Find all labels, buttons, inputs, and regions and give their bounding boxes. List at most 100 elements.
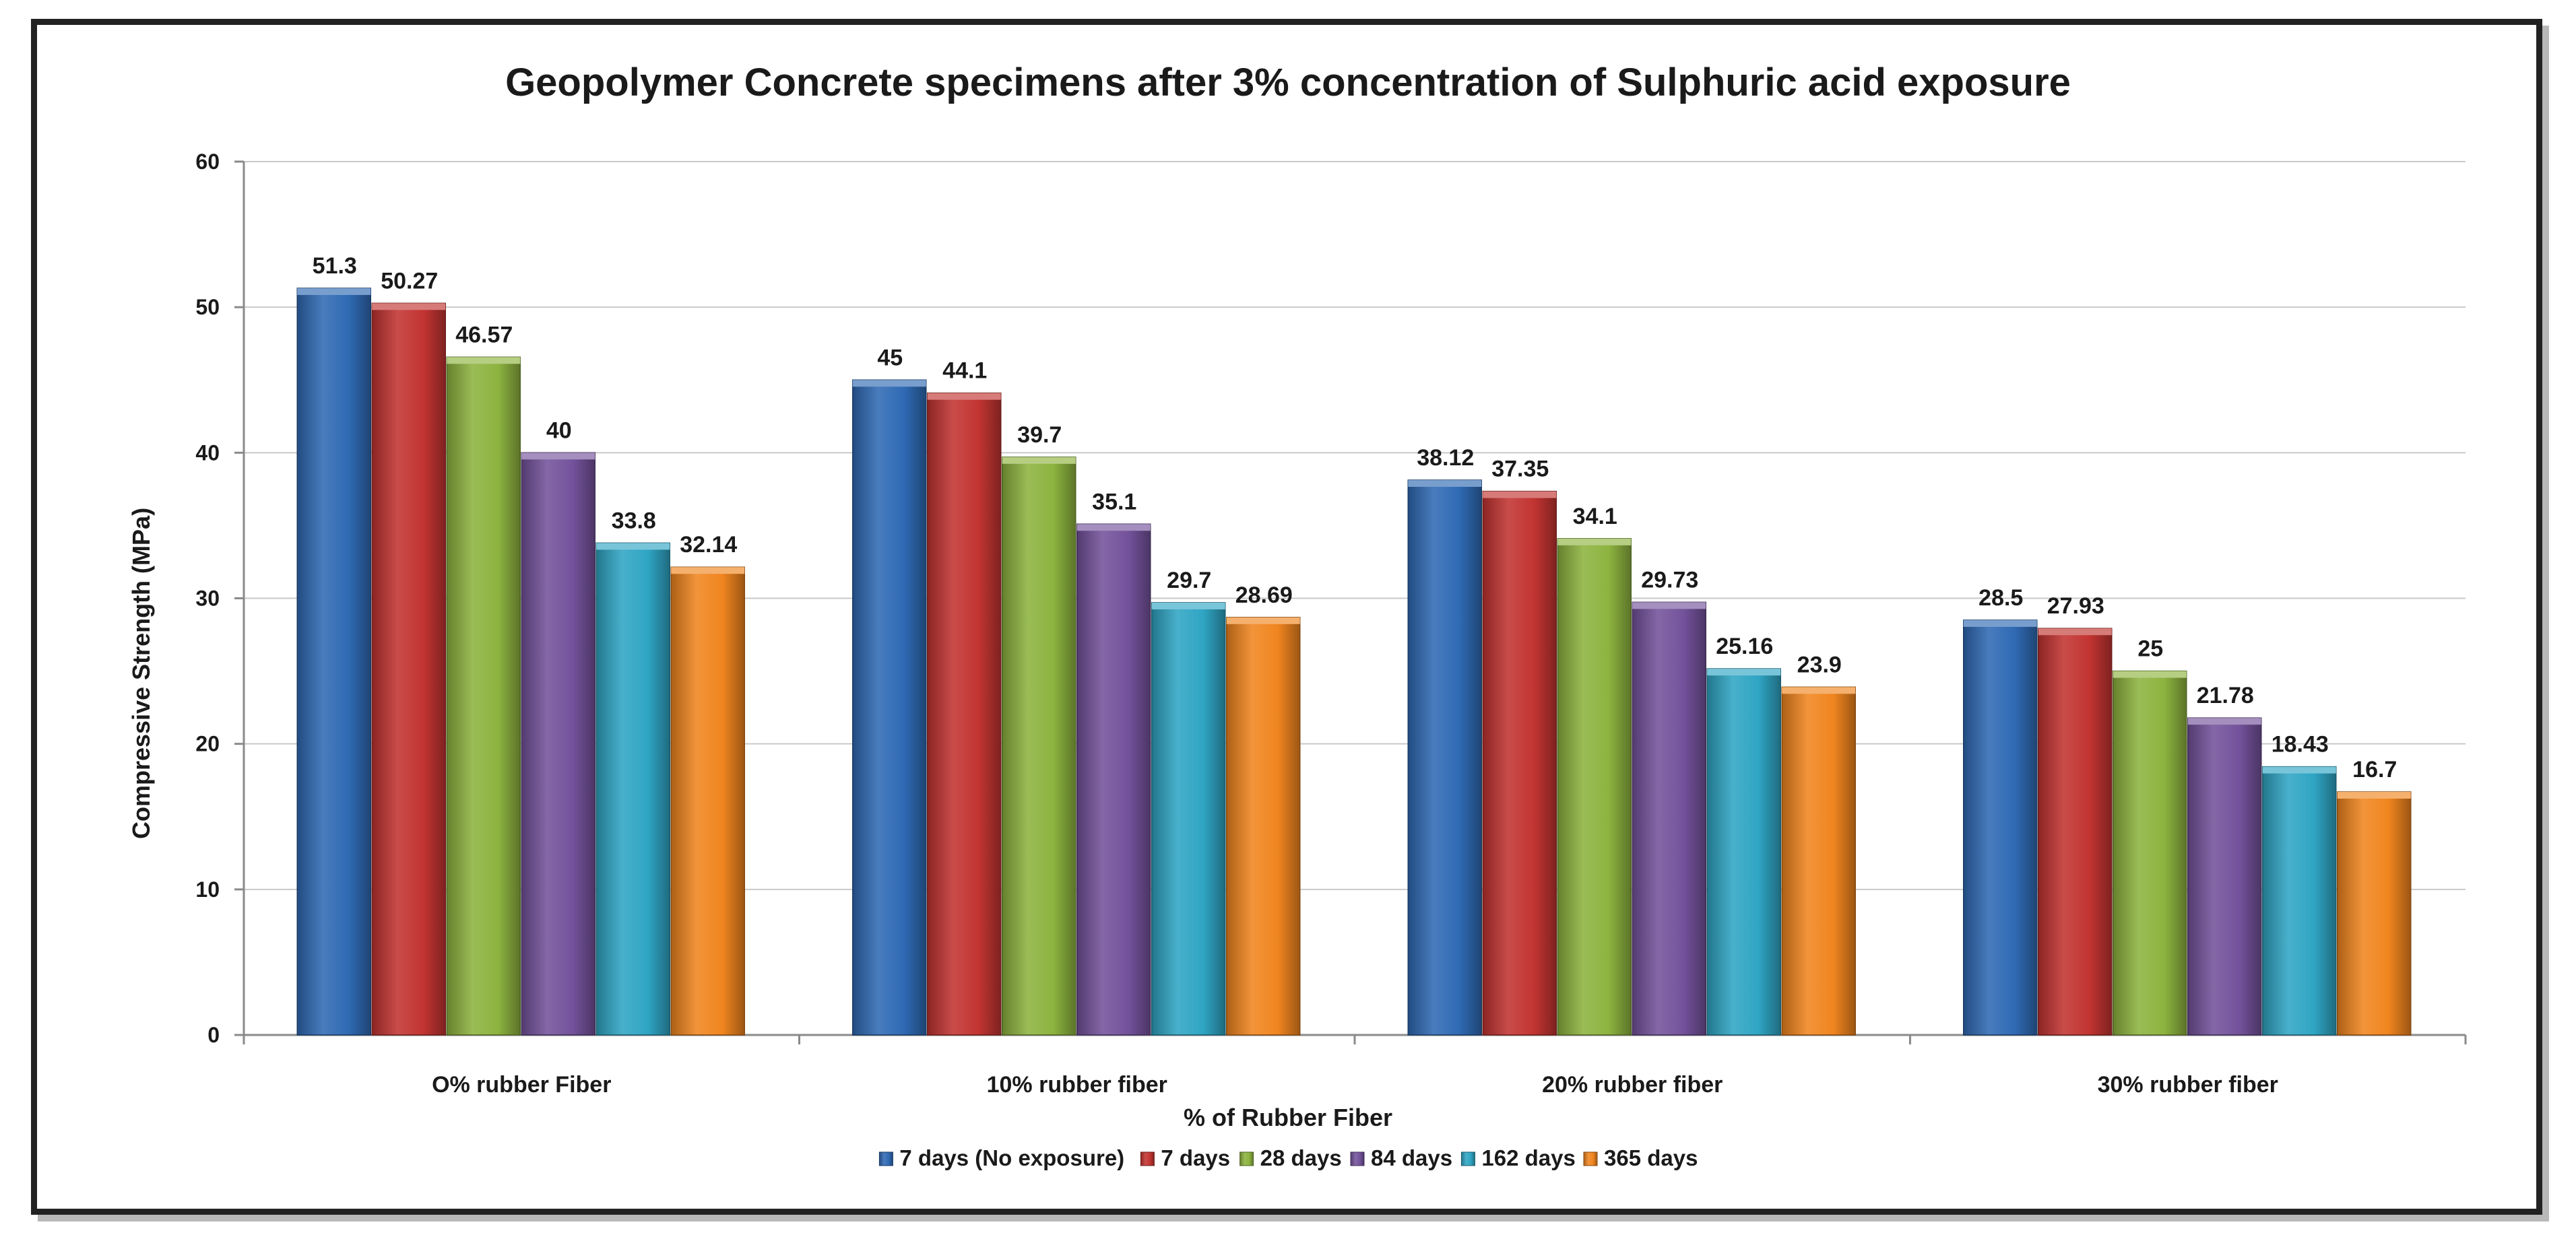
bar bbox=[2113, 670, 2187, 1036]
x-category-label: 10% rubber fiber bbox=[987, 1072, 1167, 1098]
bar-top-highlight bbox=[521, 453, 595, 460]
data-label: 50.27 bbox=[381, 268, 438, 294]
y-tick-label: 20 bbox=[195, 732, 220, 756]
data-label: 16.7 bbox=[2352, 757, 2397, 782]
data-label: 37.35 bbox=[1491, 457, 1549, 482]
data-labels: 51.3 50.27 46.57 40 33.8 32.14 45 44.1 39.7 35.1 2… bbox=[313, 253, 2397, 782]
legend-item: 84 days bbox=[1350, 1145, 1452, 1170]
bar-top-highlight bbox=[671, 567, 745, 574]
data-label: 35.1 bbox=[1092, 489, 1136, 514]
y-tick-label: 0 bbox=[207, 1023, 220, 1047]
legend-swatch bbox=[1350, 1151, 1365, 1166]
bar-top-highlight bbox=[1002, 457, 1076, 464]
bar bbox=[1407, 479, 1482, 1036]
bar bbox=[1557, 538, 1632, 1036]
bar-series bbox=[296, 288, 2412, 1036]
bar-top-highlight bbox=[1557, 538, 1632, 545]
legend-label: 28 days bbox=[1260, 1145, 1342, 1170]
bar-top-highlight bbox=[1151, 602, 1225, 609]
bar bbox=[927, 392, 1002, 1036]
bar bbox=[670, 566, 745, 1036]
bar-top-highlight bbox=[596, 543, 670, 550]
bar-top-highlight bbox=[1963, 620, 2037, 627]
bar-top-highlight bbox=[372, 303, 446, 310]
bar bbox=[1226, 617, 1301, 1036]
legend-label: 84 days bbox=[1371, 1145, 1452, 1170]
bar bbox=[595, 542, 670, 1036]
y-axis-ticks: 0 10 20 30 40 50 60 bbox=[195, 149, 244, 1047]
data-label: 28.5 bbox=[1978, 585, 2023, 611]
legend-swatch bbox=[878, 1151, 893, 1166]
data-label: 25 bbox=[2137, 636, 2163, 662]
bar bbox=[1781, 686, 1856, 1036]
bar-top-highlight bbox=[1632, 602, 1706, 609]
bar bbox=[1151, 602, 1226, 1036]
bar-top-highlight bbox=[2038, 628, 2112, 636]
bar-top-highlight bbox=[1226, 617, 1300, 624]
y-tick-label: 40 bbox=[195, 440, 220, 465]
bar bbox=[852, 379, 927, 1036]
data-label: 39.7 bbox=[1017, 422, 1062, 448]
bar bbox=[1482, 490, 1557, 1036]
data-label: 18.43 bbox=[2272, 732, 2329, 758]
bar bbox=[446, 356, 521, 1036]
y-tick-label: 30 bbox=[195, 587, 220, 611]
data-label: 28.69 bbox=[1235, 582, 1293, 608]
legend-item: 7 days bbox=[1140, 1145, 1230, 1170]
bar bbox=[1076, 523, 1151, 1036]
legend-label: 7 days (No exposure) bbox=[899, 1145, 1124, 1170]
legend-label: 162 days bbox=[1481, 1145, 1575, 1170]
bar-top-highlight bbox=[927, 393, 1001, 400]
bar-top-highlight bbox=[2187, 718, 2261, 725]
legend-swatch bbox=[1140, 1151, 1155, 1166]
legend-item: 7 days (No exposure) bbox=[878, 1145, 1124, 1170]
x-category-label: O% rubber Fiber bbox=[432, 1072, 611, 1098]
chart-title: Geopolymer Concrete specimens after 3% c… bbox=[505, 61, 2071, 104]
data-label: 25.16 bbox=[1716, 634, 1773, 659]
legend-label: 365 days bbox=[1604, 1145, 1698, 1170]
y-axis-title: Compressive Strength (MPa) bbox=[127, 508, 155, 839]
bar-top-highlight bbox=[2337, 792, 2411, 799]
bar bbox=[2337, 791, 2412, 1036]
bar-top-highlight bbox=[2113, 671, 2187, 678]
bar bbox=[2187, 717, 2262, 1036]
bar-top-highlight bbox=[1076, 524, 1151, 531]
data-label: 38.12 bbox=[1417, 445, 1474, 471]
bar-top-highlight bbox=[447, 357, 521, 364]
bar-top-highlight bbox=[1408, 479, 1482, 487]
x-category-label: 20% rubber fiber bbox=[1542, 1072, 1722, 1098]
data-label: 34.1 bbox=[1573, 504, 1617, 529]
legend: 7 days (No exposure) 7 days 28 days 84 days… bbox=[878, 1145, 1698, 1170]
bar bbox=[521, 452, 595, 1036]
bar-top-highlight bbox=[852, 380, 926, 387]
legend-label: 7 days bbox=[1161, 1145, 1230, 1170]
data-label: 29.73 bbox=[1641, 567, 1698, 593]
bar bbox=[1963, 620, 2038, 1036]
data-label: 46.57 bbox=[455, 322, 513, 347]
y-tick-label: 50 bbox=[195, 295, 220, 319]
data-label: 27.93 bbox=[2047, 593, 2104, 619]
data-label: 23.9 bbox=[1797, 652, 1842, 677]
legend-item: 28 days bbox=[1239, 1145, 1342, 1170]
legend-item: 365 days bbox=[1583, 1145, 1698, 1170]
bar bbox=[1632, 601, 1706, 1036]
bar bbox=[1002, 457, 1076, 1036]
bar bbox=[2262, 766, 2337, 1036]
data-label: 51.3 bbox=[313, 253, 357, 279]
x-axis-title: % of Rubber Fiber bbox=[1184, 1104, 1392, 1131]
data-label: 32.14 bbox=[680, 532, 737, 558]
legend-swatch bbox=[1460, 1151, 1475, 1166]
bar bbox=[1706, 668, 1781, 1036]
data-label: 33.8 bbox=[612, 508, 656, 533]
y-tick-label: 10 bbox=[195, 877, 220, 902]
data-label: 45 bbox=[877, 345, 903, 370]
bar bbox=[2038, 628, 2113, 1036]
x-axis-categories: O% rubber Fiber 10% rubber fiber 20% rubbe… bbox=[243, 1035, 2467, 1098]
data-label: 29.7 bbox=[1167, 568, 1211, 593]
data-label: 44.1 bbox=[942, 358, 987, 384]
y-tick-label: 60 bbox=[195, 149, 220, 174]
bar bbox=[371, 302, 446, 1036]
legend-swatch bbox=[1583, 1151, 1598, 1166]
legend-swatch bbox=[1239, 1151, 1254, 1166]
